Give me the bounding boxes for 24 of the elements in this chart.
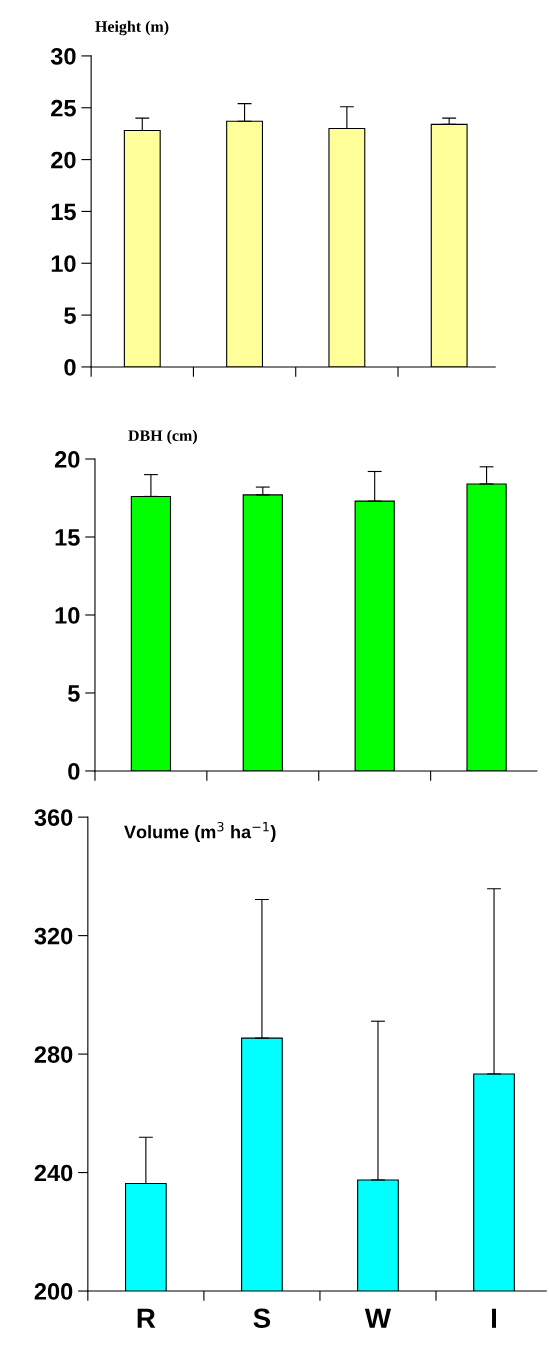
x-tick-label: S (253, 1308, 271, 1329)
y-tick-label: 20 (54, 451, 80, 468)
y-tick-label: 0 (68, 763, 80, 780)
y-tick-label: 25 (51, 99, 76, 117)
y-tick-label: 5 (64, 307, 76, 324)
y-tick-label: 200 (34, 1283, 73, 1300)
y-tick-label: 360 (34, 809, 73, 826)
y-tick-label: 320 (34, 927, 73, 945)
chart-title: Volume (m$^{3}$ ha$^{−1}$) (124, 821, 276, 842)
chart-title: DBH (cm) (128, 429, 197, 445)
y-tick-label: 5 (67, 685, 80, 702)
y-tick-label: 10 (51, 255, 76, 273)
y-tick-label: 15 (55, 529, 80, 546)
y-tick-label: 0 (64, 359, 76, 376)
y-tick-label: 240 (34, 1164, 73, 1182)
chart-title: Height (m) (95, 20, 169, 36)
x-tick-label: I (492, 1308, 497, 1328)
y-tick-label: 280 (34, 1046, 73, 1063)
x-tick-label: R (137, 1308, 156, 1328)
y-tick-label: 30 (50, 47, 76, 65)
y-tick-label: 20 (51, 151, 76, 169)
y-tick-label: 15 (51, 203, 76, 221)
x-tick-label: W (364, 1308, 392, 1328)
y-tick-label: 10 (55, 607, 80, 624)
